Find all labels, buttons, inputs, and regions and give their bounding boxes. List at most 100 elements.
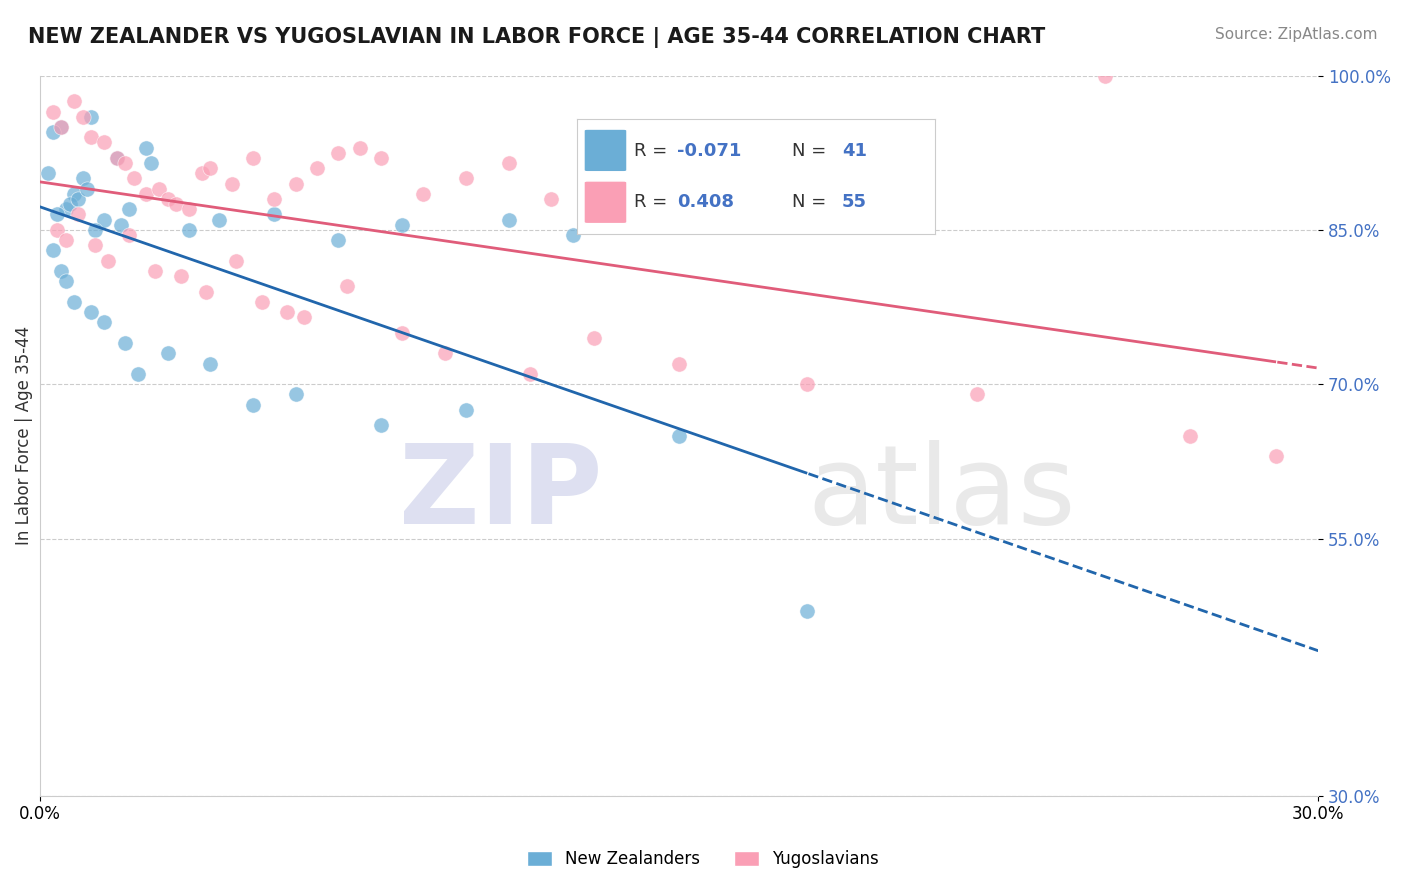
Point [263,192,285,206]
Text: atlas: atlas [807,440,1076,547]
Point [148,182,170,196]
Point [80,305,103,319]
Point [391,218,413,232]
Text: ZIP: ZIP [399,440,602,547]
Point [114,156,136,170]
Point [135,140,157,154]
Point [1264,449,1286,463]
Text: Source: ZipAtlas.com: Source: ZipAtlas.com [1215,27,1378,42]
Point [200,161,222,175]
Point [498,156,520,170]
Point [221,177,243,191]
Point [46,223,69,237]
Point [51,120,73,134]
Point [127,367,149,381]
Point [76,182,98,196]
Point [208,212,231,227]
Text: NEW ZEALANDER VS YUGOSLAVIAN IN LABOR FORCE | AGE 35-44 CORRELATION CHART: NEW ZEALANDER VS YUGOSLAVIAN IN LABOR FO… [28,27,1046,48]
Point [284,387,307,401]
Point [370,418,392,433]
Point [328,233,350,247]
Point [668,428,690,442]
Point [93,212,115,227]
Point [370,151,392,165]
Point [882,197,904,211]
Point [626,151,648,165]
Point [242,398,264,412]
Point [796,377,818,392]
Point [391,326,413,340]
Point [105,151,128,165]
Point [225,253,247,268]
Point [305,161,328,175]
Point [263,207,285,221]
Point [276,305,298,319]
Point [55,274,77,288]
Point [72,171,94,186]
Point [135,186,157,201]
Point [177,202,200,217]
Point [1180,428,1202,442]
Point [966,387,988,401]
Point [454,403,477,417]
Point [519,367,541,381]
Point [51,120,73,134]
Point [454,171,477,186]
Point [169,269,191,284]
Point [84,238,107,252]
Point [156,346,179,360]
Point [51,264,73,278]
Point [37,166,59,180]
Point [93,136,115,150]
Point [540,192,562,206]
Point [561,227,583,242]
Point [284,177,307,191]
Point [72,110,94,124]
Point [110,218,132,232]
Point [328,145,350,160]
Point [80,130,103,145]
Point [55,202,77,217]
Point [242,151,264,165]
Point [165,197,187,211]
Point [114,336,136,351]
Point [84,223,107,237]
Point [582,331,605,345]
Point [191,166,214,180]
Point [118,202,141,217]
Point [156,192,179,206]
Point [105,151,128,165]
Point [67,192,90,206]
Point [336,279,359,293]
Point [433,346,456,360]
Point [42,104,65,119]
Point [349,140,371,154]
Legend: New Zealanders, Yugoslavians: New Zealanders, Yugoslavians [520,844,886,875]
Point [97,253,120,268]
Point [46,207,69,221]
Point [93,316,115,330]
Point [195,285,218,299]
Y-axis label: In Labor Force | Age 35-44: In Labor Force | Age 35-44 [15,326,32,545]
Point [250,294,273,309]
Point [143,264,166,278]
Point [1094,69,1116,83]
Point [200,357,222,371]
Point [139,156,162,170]
Point [55,233,77,247]
Point [42,125,65,139]
Point [292,310,315,325]
Point [80,110,103,124]
Point [67,207,90,221]
Point [412,186,434,201]
Point [42,244,65,258]
Point [177,223,200,237]
Point [710,212,733,227]
Point [118,227,141,242]
Point [59,197,82,211]
Point [122,171,145,186]
Point [796,603,818,617]
Point [63,294,86,309]
Point [668,357,690,371]
Point [498,212,520,227]
